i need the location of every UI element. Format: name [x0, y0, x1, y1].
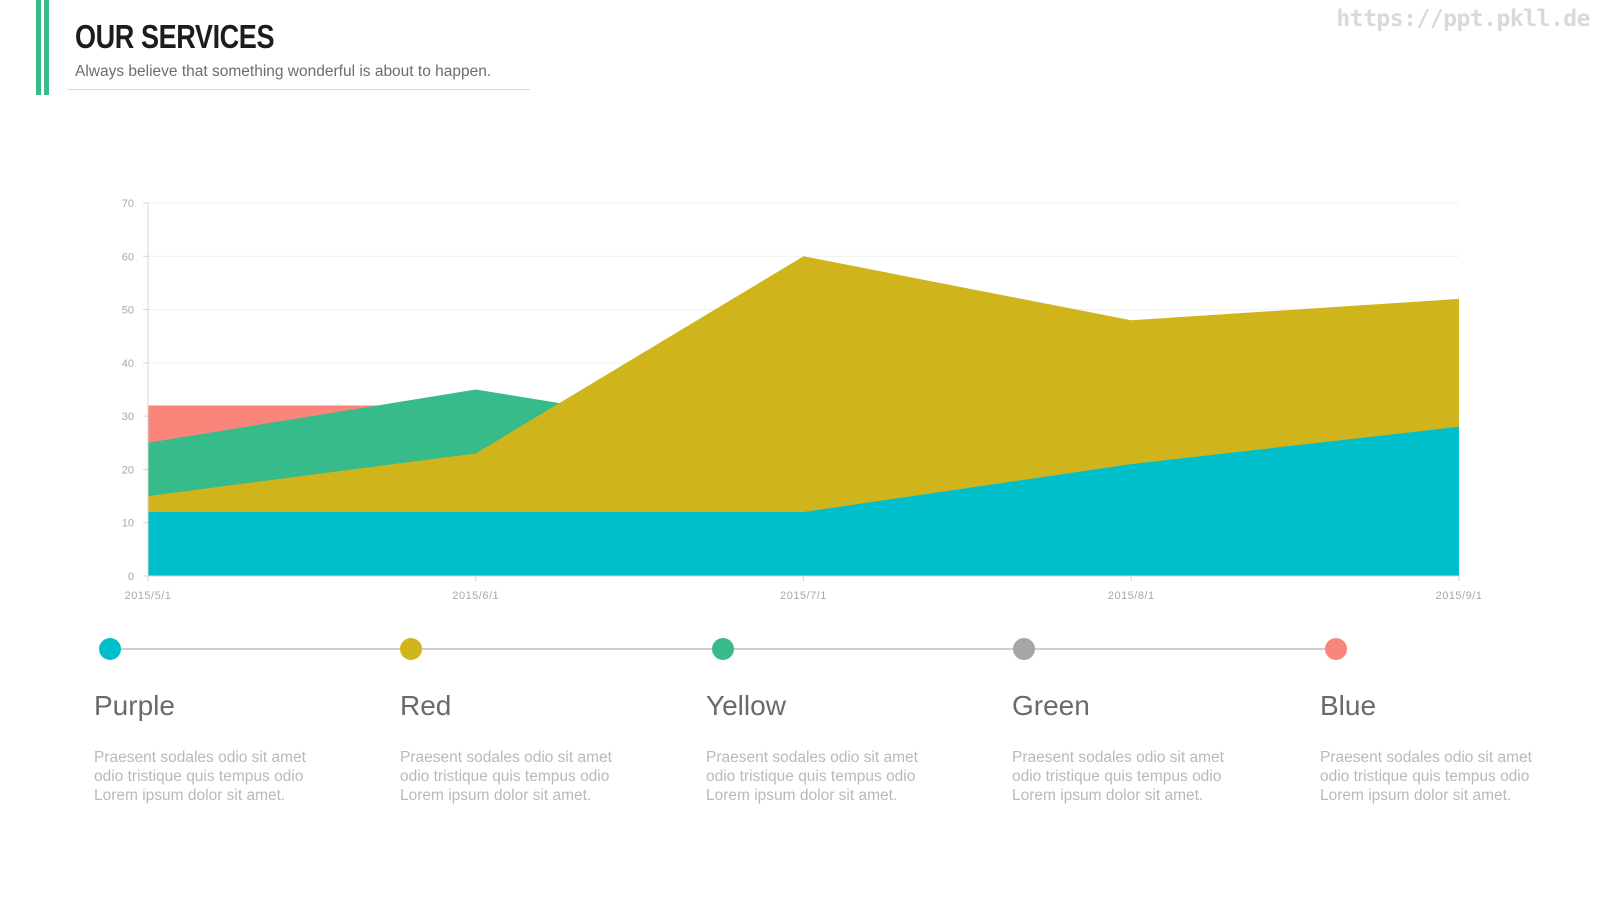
service-description: Praesent sodales odio sit amet odio tris… — [1320, 749, 1532, 804]
y-tick-label: 10 — [122, 518, 134, 530]
service-blue: Blue Praesent sodales odio sit amet odio… — [1320, 690, 1540, 805]
y-tick-label: 0 — [128, 571, 134, 583]
y-tick-label: 50 — [122, 305, 134, 317]
timeline-dot-green — [1013, 638, 1035, 660]
y-tick-label: 70 — [122, 198, 134, 210]
chart-axes — [143, 202, 1460, 581]
x-tick-label: 2015/6/1 — [452, 590, 499, 602]
service-description: Praesent sodales odio sit amet odio tris… — [1012, 749, 1224, 804]
x-tick-label: 2015/9/1 — [1436, 590, 1483, 602]
timeline-dot-blue — [1325, 638, 1347, 660]
subtitle-divider — [68, 89, 530, 90]
y-tick-label: 20 — [122, 464, 134, 476]
service-title: Yellow — [706, 690, 786, 721]
chart-tick-labels: 0 10 20 30 40 50 60 70 2015/5/1 2015/6/1 2015/7/1 2… — [122, 198, 1483, 602]
service-description: Praesent sodales odio sit amet odio tris… — [400, 749, 612, 804]
page-title: OUR SERVICES — [75, 18, 275, 55]
x-tick-label: 2015/8/1 — [1108, 590, 1155, 602]
chart-areas — [148, 256, 1459, 576]
x-tick-label: 2015/7/1 — [780, 590, 827, 602]
service-title: Green — [1012, 690, 1090, 721]
y-tick-label: 60 — [122, 251, 134, 263]
service-title: Purple — [94, 690, 175, 721]
service-green: Green Praesent sodales odio sit amet odi… — [1012, 690, 1232, 805]
y-tick-label: 40 — [122, 358, 134, 370]
service-title: Blue — [1320, 690, 1377, 721]
watermark-url: https://ppt.pkll.de — [1336, 6, 1590, 32]
timeline-dot-red — [400, 638, 422, 660]
service-purple: Purple Praesent sodales odio sit amet od… — [94, 690, 314, 805]
service-title: Red — [400, 690, 452, 721]
accent-bar-right — [44, 0, 49, 95]
timeline-dot-yellow — [712, 638, 734, 660]
service-yellow: Yellow Praesent sodales odio sit amet od… — [706, 690, 926, 805]
area-series — [148, 426, 1459, 576]
accent-bar-left — [36, 0, 41, 95]
x-tick-label: 2015/5/1 — [125, 590, 172, 602]
service-description: Praesent sodales odio sit amet odio tris… — [94, 749, 306, 804]
timeline-dot-purple — [99, 638, 121, 660]
service-description: Praesent sodales odio sit amet odio tris… — [706, 749, 918, 804]
page-subtitle: Always believe that something wonderful … — [75, 63, 492, 80]
y-tick-label: 30 — [122, 411, 134, 423]
service-red: Red Praesent sodales odio sit amet odio … — [400, 690, 620, 805]
accent-bars — [36, 0, 50, 95]
area-chart: 0 10 20 30 40 50 60 70 2015/5/1 2015/6/1 2015/7/1 2… — [122, 198, 1483, 602]
